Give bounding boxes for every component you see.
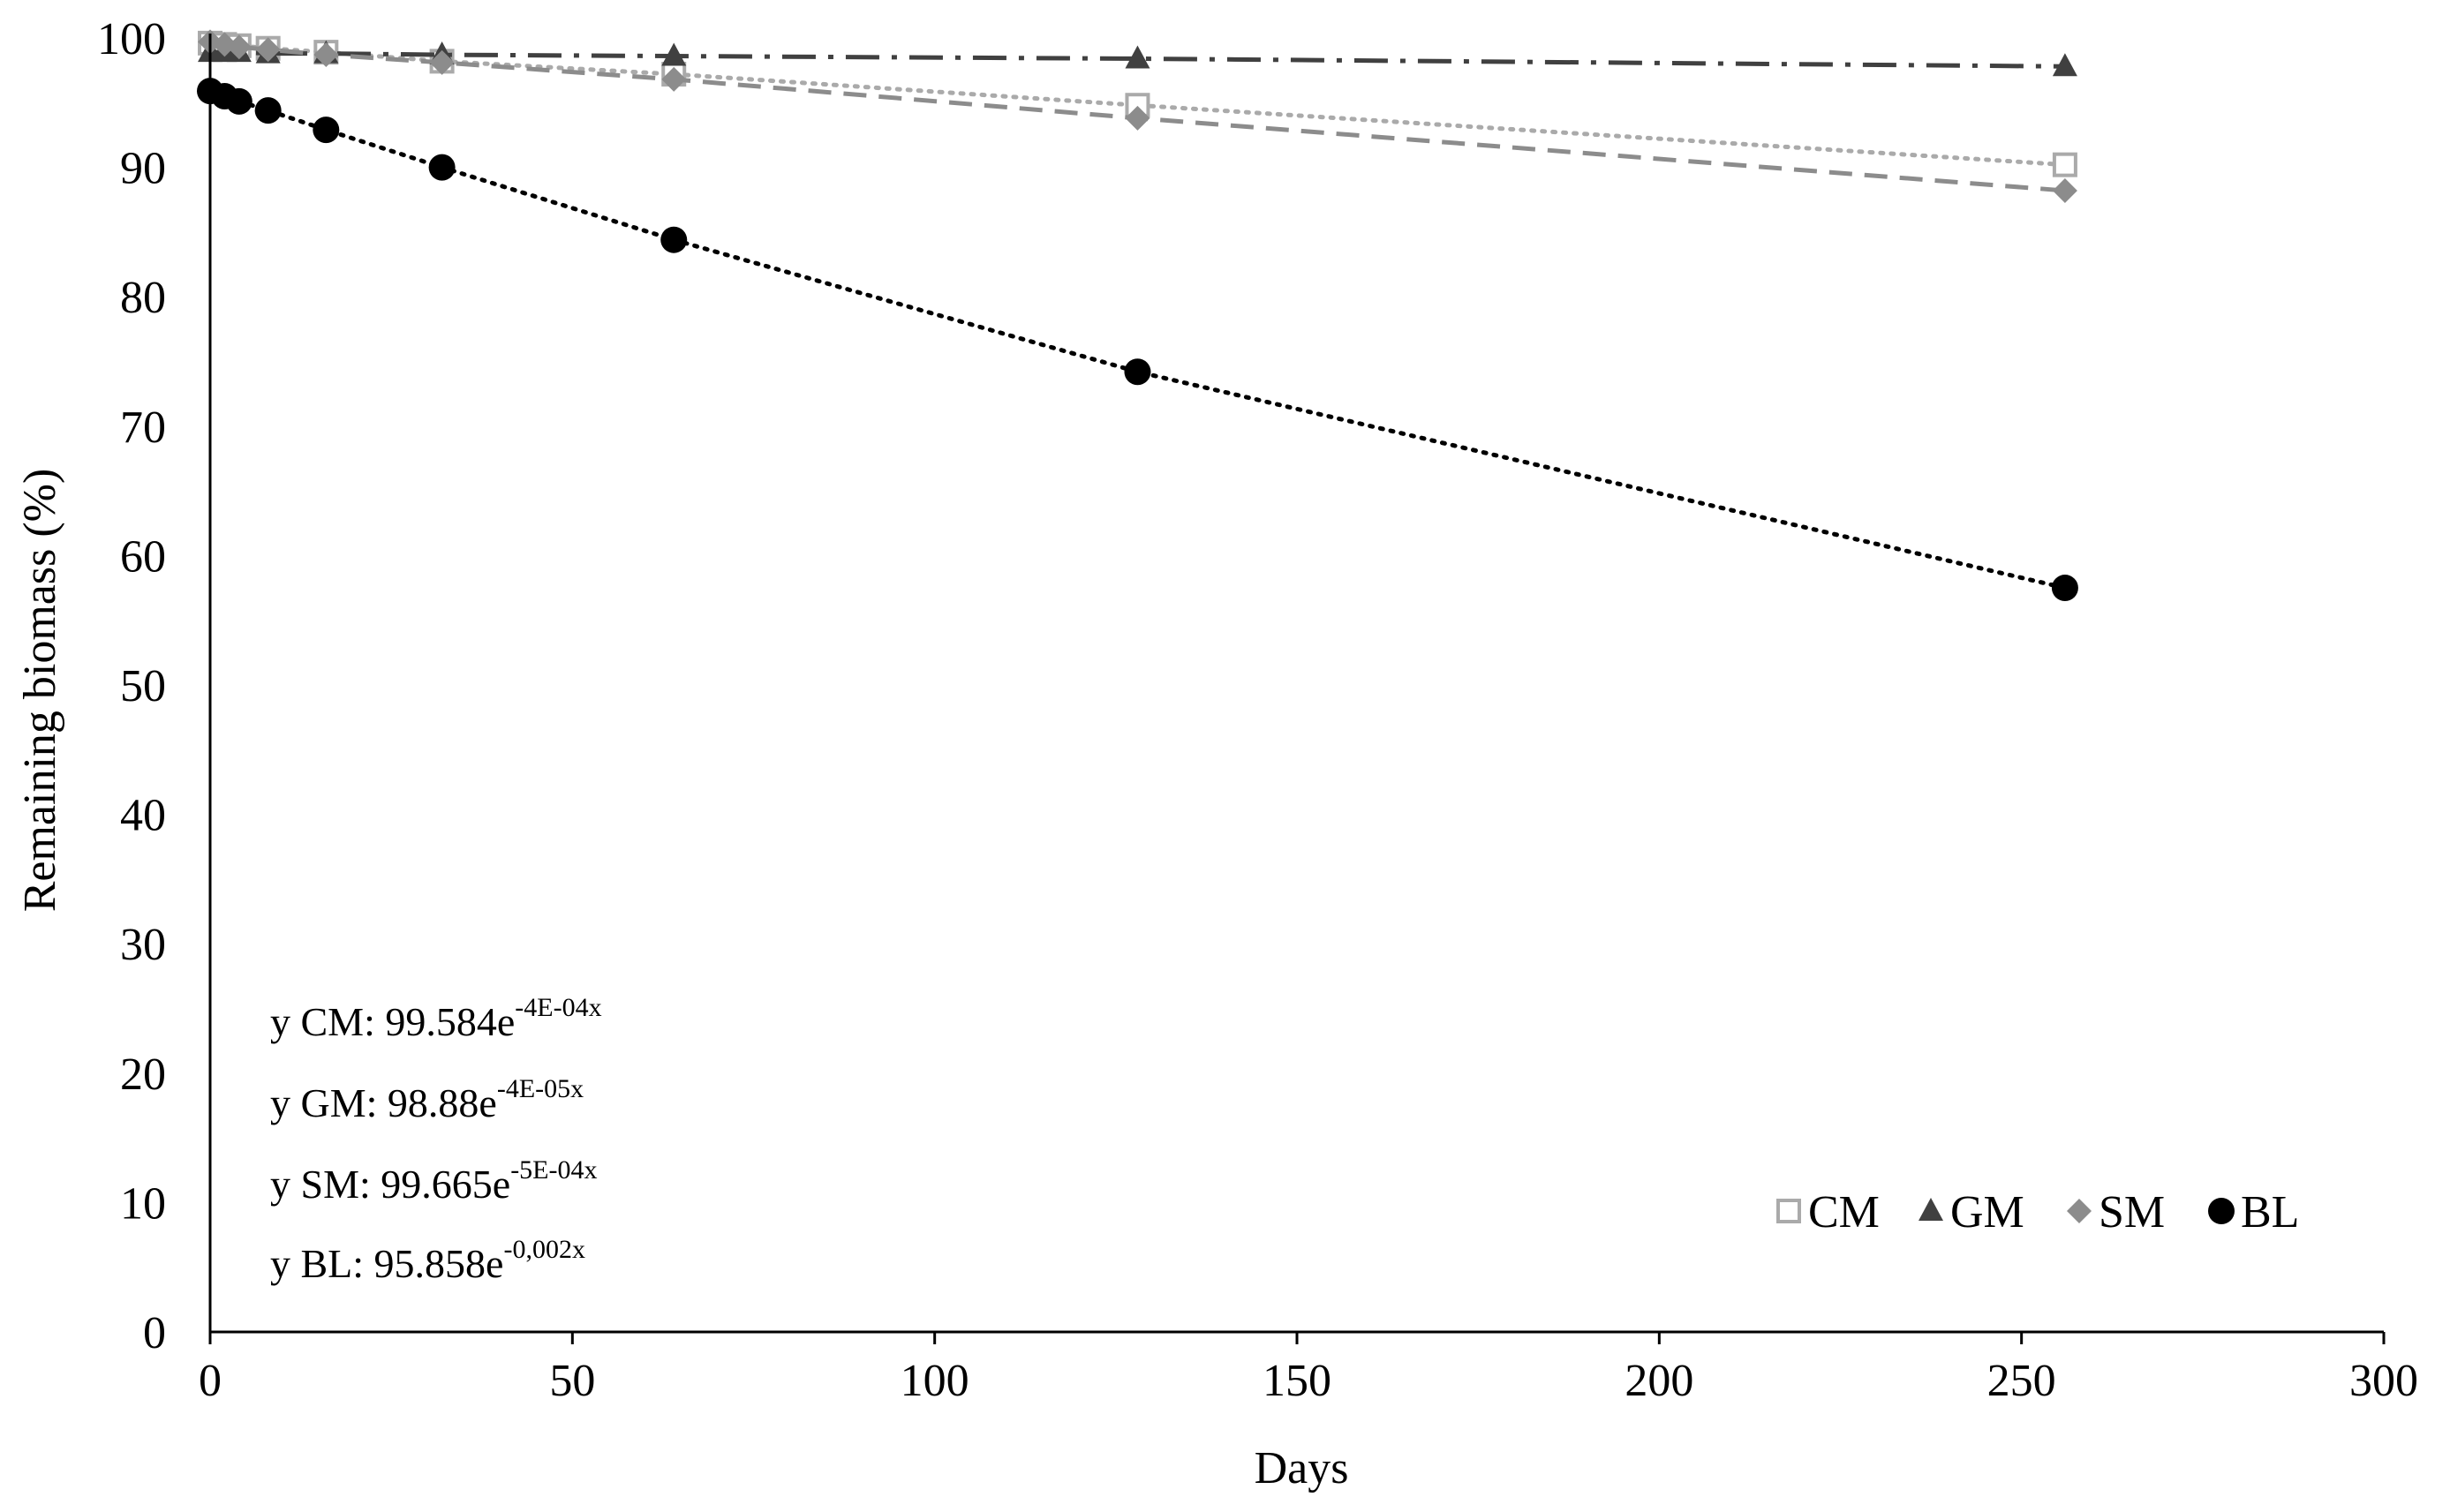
x-tick-label: 250 [1987,1356,2056,1406]
x-tick-label: 50 [549,1356,595,1406]
data-point-sm [313,42,339,68]
data-point-sm [226,34,252,60]
trend-equation: y GM: 98.88e-4E-05x [270,1074,584,1125]
legend-label-gm: GM [1950,1187,2024,1237]
axes-layer [208,34,2384,1334]
data-point-bl [225,87,253,115]
legend-label-sm: SM [2099,1187,2165,1237]
y-tick-label: 60 [120,531,166,582]
x-tick-label: 150 [1263,1356,1331,1406]
legend-marker-cm [1776,1199,1801,1223]
legend-item-gm: GM [1919,1187,2024,1237]
legend-label-bl: BL [2241,1187,2299,1237]
data-point-gm [661,42,687,66]
x-tick-label: 0 [199,1356,222,1406]
data-point-bl [428,154,456,181]
data-point-gm [1125,45,1150,69]
y-tick-label: 30 [120,920,166,970]
trend-equation: y BL: 95.858e-0,002x [270,1235,585,1286]
x-axis-title: Days [1255,1443,1349,1493]
y-tick-label: 50 [120,661,166,711]
series-layer [197,29,2078,602]
legend: CM GM SM BL [1776,1187,2299,1237]
ticks-layer: 0 50 100 150 200 250 300 0 10 20 30 40 50 60 70 80 90 100 [97,14,2418,1406]
data-point-gm [2052,53,2077,77]
trend-equations: y CM: 99.584e-4E-04x y GM: 98.88e-4E-05x y… [270,993,602,1286]
data-point-bl [313,117,340,144]
y-tick-label: 70 [120,402,166,453]
y-tick-label: 20 [120,1049,166,1100]
x-tick-label: 300 [2349,1356,2418,1406]
legend-item-sm: SM [2067,1187,2165,1237]
series-bl [197,78,2078,602]
data-point-sm [661,66,687,92]
y-tick-label: 80 [120,273,166,323]
legend-item-bl: BL [2208,1187,2299,1237]
y-axis-title: Remaining biomass (%) [15,469,65,913]
legend-label-cm: CM [1808,1187,1880,1237]
y-tick-label: 40 [120,791,166,841]
trend-equation: y CM: 99.584e-4E-04x [270,993,602,1044]
legend-item-cm: CM [1776,1187,1880,1237]
data-point-sm [2052,177,2077,203]
series-line-bl [207,88,2068,591]
data-point-sm [255,37,281,63]
x-tick-label: 200 [1625,1356,1693,1406]
legend-marker-bl [2208,1198,2235,1224]
data-point-bl [1124,358,1151,386]
x-tick-label: 100 [901,1356,969,1406]
legend-marker-gm [1919,1198,1943,1221]
y-tick-label: 100 [97,14,166,64]
data-point-bl [254,97,282,124]
legend-marker-sm [2067,1199,2092,1223]
data-point-sm [429,49,455,75]
data-point-bl [2051,575,2078,602]
y-tick-label: 10 [120,1178,166,1229]
y-tick-label: 90 [120,144,166,194]
y-tick-label: 0 [143,1308,166,1358]
data-point-sm [1125,105,1150,131]
data-point-cm [2052,152,2077,177]
trend-equation: y SM: 99.665e-5E-04x [270,1155,598,1207]
data-point-bl [660,226,688,253]
series-gm [198,39,2077,77]
